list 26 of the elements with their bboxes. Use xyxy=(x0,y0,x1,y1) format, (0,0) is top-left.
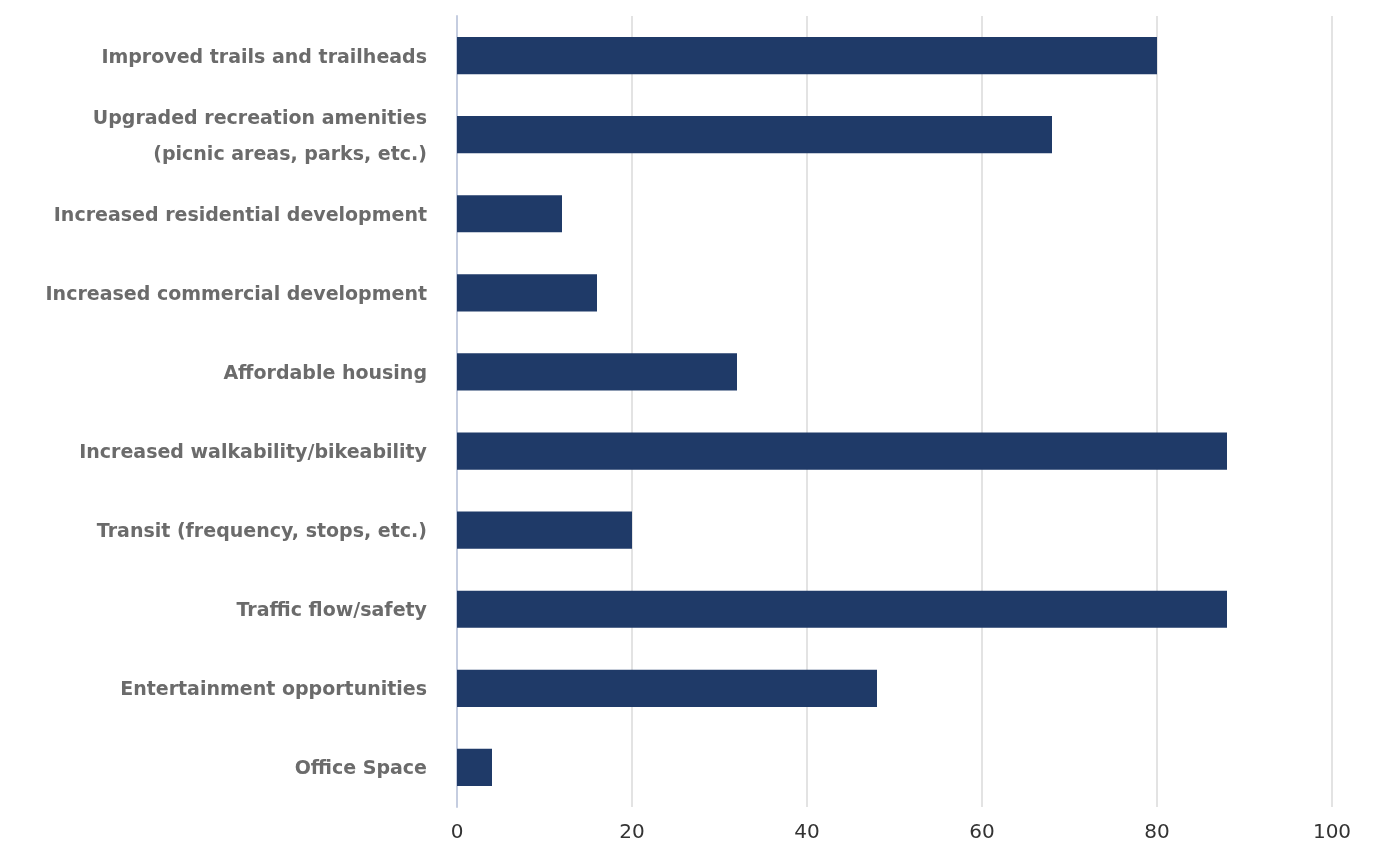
y-tick-label: Increased commercial development xyxy=(45,281,427,304)
x-tick-label: 80 xyxy=(1144,819,1170,843)
y-tick-label: Affordable housing xyxy=(223,360,427,383)
y-tick-label: Increased residential development xyxy=(53,202,427,225)
y-tick-label: Transit (frequency, stops, etc.) xyxy=(96,519,427,542)
bar xyxy=(457,669,877,707)
x-tick-label: 100 xyxy=(1312,819,1352,843)
y-tick-label: Increased walkability/bikeability xyxy=(79,440,428,463)
bar xyxy=(457,511,632,549)
bar xyxy=(457,432,1227,470)
y-tick-label: Entertainment opportunities xyxy=(120,677,427,700)
y-tick-label: Improved trails and trailheads xyxy=(101,44,427,67)
y-tick-label: Upgraded recreation amenities (picnic areas, parks, etc.) xyxy=(92,105,427,164)
bar xyxy=(457,274,597,312)
y-tick-label: Office Space xyxy=(294,756,427,779)
x-tick-label: 20 xyxy=(619,819,645,843)
bar xyxy=(457,590,1227,628)
x-tick-label: 0 xyxy=(450,819,464,843)
bar xyxy=(457,195,562,233)
x-tick-label: 60 xyxy=(969,819,995,843)
bar xyxy=(457,748,492,787)
bar xyxy=(457,116,1052,154)
y-tick-label: Traffic flow/safety xyxy=(236,598,428,621)
bar xyxy=(457,353,737,391)
x-tick-label: 40 xyxy=(794,819,820,843)
bar xyxy=(457,36,1157,75)
